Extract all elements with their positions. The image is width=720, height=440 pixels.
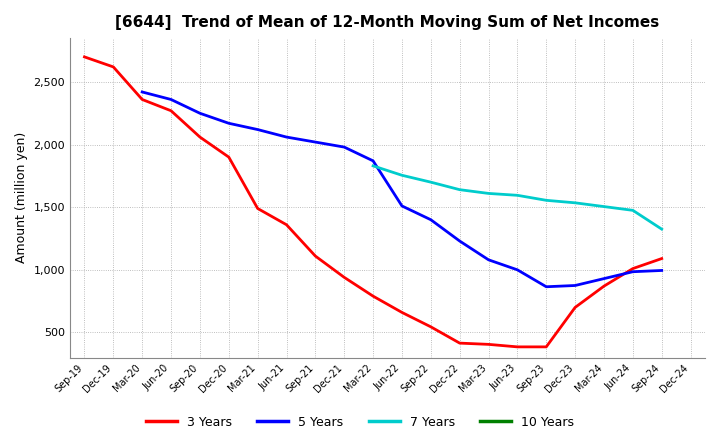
Legend: 3 Years, 5 Years, 7 Years, 10 Years: 3 Years, 5 Years, 7 Years, 10 Years [141,411,579,434]
Y-axis label: Amount (million yen): Amount (million yen) [15,132,28,264]
Title: [6644]  Trend of Mean of 12-Month Moving Sum of Net Incomes: [6644] Trend of Mean of 12-Month Moving … [115,15,660,30]
